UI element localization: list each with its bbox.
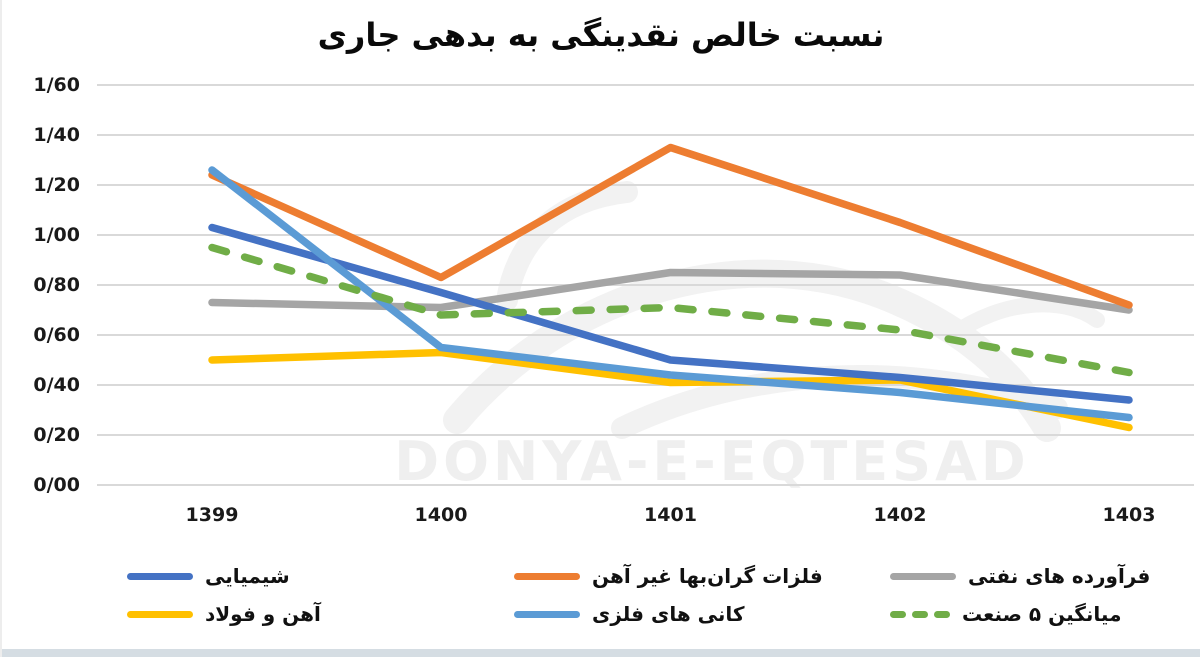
legend-label: کانی های فلزی [592, 602, 745, 626]
legend-swatch-icon [127, 610, 193, 618]
chart-title: نسبت خالص نقدینگی به بدهی جاری [317, 16, 885, 54]
legend-item-industry-average-5: میانگین ۵ صنعت [890, 599, 1121, 629]
series-lines [208, 143, 1133, 432]
y-axis-label: 1/00 [33, 224, 80, 246]
x-axis-label: 1400 [414, 504, 468, 526]
legend-item-metal-ores: کانی های فلزی [514, 599, 745, 629]
y-axis-label: 0/40 [33, 374, 80, 396]
y-axis-label: 0/20 [33, 424, 80, 446]
series-line-chemical [208, 223, 1133, 404]
bottom-bar [2, 649, 1200, 657]
watermark-logo-icon [443, 181, 1105, 442]
series-line-iron-and-steel [208, 348, 1133, 432]
series-line-precious-non-ferrous-metals [208, 143, 1133, 309]
legend-label: میانگین ۵ صنعت [962, 602, 1122, 626]
x-axis-label: 1403 [1102, 504, 1156, 526]
legend-label: فرآورده های نفتی [968, 564, 1151, 588]
legend-swatch-icon [514, 610, 580, 618]
legend-label: فلزات گران‌بها غیر آهن [592, 564, 823, 588]
x-axis-label: 1399 [185, 504, 239, 526]
legend-label: شیمیایی [205, 564, 290, 588]
legend-item-chemical: شیمیایی [127, 561, 290, 591]
legend-item-iron-and-steel: آهن و فولاد [127, 599, 321, 629]
series-line-metal-ores [208, 166, 1133, 422]
series-line-oil-products [208, 268, 1133, 314]
legend-label: آهن و فولاد [205, 602, 321, 626]
x-axis-label: 1402 [873, 504, 927, 526]
y-axis-label: 0/80 [33, 274, 80, 296]
y-axis-label: 1/40 [33, 124, 80, 146]
legend-swatch-icon [890, 610, 950, 618]
watermark-text: DONYA-E-EQTESAD [394, 430, 1030, 493]
legend-item-precious-non-ferrous-metals: فلزات گران‌بها غیر آهن [514, 561, 823, 591]
legend-swatch-icon [514, 572, 580, 580]
y-axis-label: 0/60 [33, 324, 80, 346]
x-axis-label: 1401 [644, 504, 697, 526]
legend-swatch-icon [890, 572, 956, 580]
y-axis-label: 1/20 [33, 174, 80, 196]
legend-item-oil-products: فرآورده های نفتی [890, 561, 1150, 591]
legend-swatch-icon [127, 572, 193, 580]
y-axis-label: 0/00 [33, 474, 80, 496]
y-axis-label: 1/60 [33, 74, 80, 96]
